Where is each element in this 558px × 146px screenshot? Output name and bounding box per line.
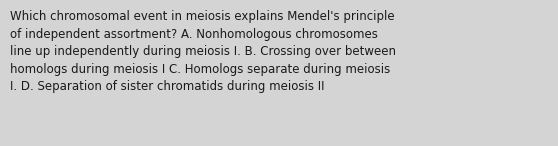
Text: Which chromosomal event in meiosis explains Mendel's principle
of independent as: Which chromosomal event in meiosis expla… bbox=[10, 10, 396, 93]
